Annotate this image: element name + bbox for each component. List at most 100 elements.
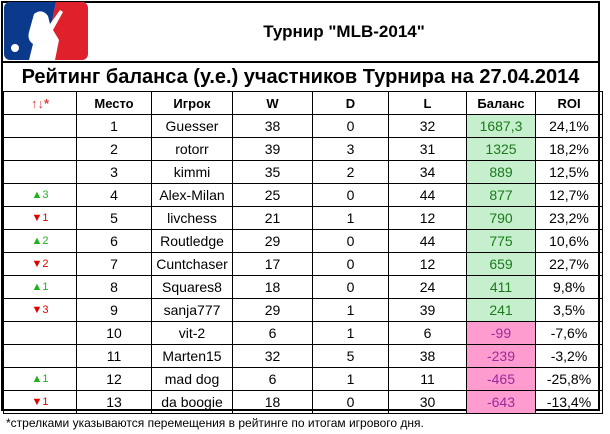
player-cell: mad dog <box>151 367 233 391</box>
roi-cell: -7,6% <box>535 321 603 345</box>
move-indicator: ▲3 <box>3 183 77 207</box>
losses-cell: 24 <box>388 275 467 299</box>
balance-cell: 241 <box>466 298 536 322</box>
place-cell: 1 <box>76 114 152 138</box>
player-cell: sanja777 <box>151 298 233 322</box>
balance-cell: 775 <box>466 229 536 253</box>
balance-cell: -465 <box>466 367 536 391</box>
move-indicator: ▼1 <box>3 390 77 414</box>
losses-cell: 31 <box>388 137 467 161</box>
wins-cell: 6 <box>232 321 313 345</box>
table-row: ▲3 4 Alex-Milan 25 0 44 877 12,7% <box>3 183 603 207</box>
draws-cell: 1 <box>312 367 389 391</box>
table-row: 2 rotorr 39 3 31 1325 18,2% <box>3 137 603 161</box>
balance-cell: 1687,3 <box>466 114 536 138</box>
balance-cell: 1325 <box>466 137 536 161</box>
roi-cell: 9,8% <box>535 275 603 299</box>
draws-cell: 0 <box>312 183 389 207</box>
header-l: L <box>388 91 467 115</box>
losses-cell: 6 <box>388 321 467 345</box>
move-indicator: ▲2 <box>3 229 77 253</box>
roi-cell: 24,1% <box>535 114 603 138</box>
draws-cell: 1 <box>312 206 389 230</box>
rating-subtitle: Рейтинг баланса (у.е.) участников Турнир… <box>21 65 580 88</box>
header-w: W <box>232 91 313 115</box>
draws-cell: 0 <box>312 252 389 276</box>
wins-cell: 18 <box>232 390 313 414</box>
player-cell: kimmi <box>151 160 233 184</box>
draws-cell: 0 <box>312 390 389 414</box>
move-indicator <box>3 321 77 345</box>
wins-cell: 25 <box>232 183 313 207</box>
roi-cell: 10,6% <box>535 229 603 253</box>
header-place: Место <box>76 91 152 115</box>
place-cell: 10 <box>76 321 152 345</box>
page-title: Турнир "MLB-2014" <box>263 22 425 41</box>
table-row: ▲1 12 mad dog 6 1 11 -465 -25,8% <box>3 367 603 391</box>
losses-cell: 44 <box>388 183 467 207</box>
move-indicator: ▼1 <box>3 206 77 230</box>
table-row: ▲1 8 Squares8 18 0 24 411 9,8% <box>3 275 603 299</box>
draws-cell: 0 <box>312 275 389 299</box>
place-cell: 7 <box>76 252 152 276</box>
losses-cell: 12 <box>388 206 467 230</box>
place-cell: 5 <box>76 206 152 230</box>
roi-cell: 12,5% <box>535 160 603 184</box>
draws-cell: 5 <box>312 344 389 368</box>
roi-cell: -13,4% <box>535 390 603 414</box>
losses-cell: 44 <box>388 229 467 253</box>
losses-cell: 38 <box>388 344 467 368</box>
player-cell: Guesser <box>151 114 233 138</box>
balance-cell: -643 <box>466 390 536 414</box>
losses-cell: 39 <box>388 298 467 322</box>
place-cell: 8 <box>76 275 152 299</box>
player-cell: da boogie <box>151 390 233 414</box>
table-row: 3 kimmi 35 2 34 889 12,5% <box>3 160 603 184</box>
player-cell: Squares8 <box>151 275 233 299</box>
table-row: 11 Marten15 32 5 38 -239 -3,2% <box>3 344 603 368</box>
wins-cell: 21 <box>232 206 313 230</box>
table-row: ▼2 7 Cuntchaser 17 0 12 659 22,7% <box>3 252 603 276</box>
table-row: 1 Guesser 38 0 32 1687,3 24,1% <box>3 114 603 138</box>
player-cell: rotorr <box>151 137 233 161</box>
draws-cell: 0 <box>312 229 389 253</box>
wins-cell: 35 <box>232 160 313 184</box>
losses-cell: 32 <box>388 114 467 138</box>
move-indicator <box>3 160 77 184</box>
draws-cell: 1 <box>312 298 389 322</box>
place-cell: 9 <box>76 298 152 322</box>
losses-cell: 11 <box>388 367 467 391</box>
header-d: D <box>312 91 389 115</box>
wins-cell: 18 <box>232 275 313 299</box>
player-cell: vit-2 <box>151 321 233 345</box>
table-row: ▼3 9 sanja777 29 1 39 241 3,5% <box>3 298 603 322</box>
place-cell: 13 <box>76 390 152 414</box>
balance-cell: 889 <box>466 160 536 184</box>
table-row: ▼1 5 livchess 21 1 12 790 23,2% <box>3 206 603 230</box>
balance-cell: 659 <box>466 252 536 276</box>
player-cell: Routledge <box>151 229 233 253</box>
roi-cell: 3,5% <box>535 298 603 322</box>
player-cell: Marten15 <box>151 344 233 368</box>
place-cell: 11 <box>76 344 152 368</box>
divider <box>1 61 600 63</box>
place-cell: 12 <box>76 367 152 391</box>
move-indicator <box>3 344 77 368</box>
mlb-logo <box>4 2 88 60</box>
roi-cell: 23,2% <box>535 206 603 230</box>
table-row: 10 vit-2 6 1 6 -99 -7,6% <box>3 321 603 345</box>
move-indicator <box>3 114 77 138</box>
losses-cell: 30 <box>388 390 467 414</box>
wins-cell: 6 <box>232 367 313 391</box>
roi-cell: -25,8% <box>535 367 603 391</box>
wins-cell: 32 <box>232 344 313 368</box>
header-balance: Баланс <box>466 91 536 115</box>
wins-cell: 39 <box>232 137 313 161</box>
roi-cell: 22,7% <box>535 252 603 276</box>
draws-cell: 2 <box>312 160 389 184</box>
draws-cell: 3 <box>312 137 389 161</box>
header-move: ↑↓* <box>3 91 77 115</box>
place-cell: 2 <box>76 137 152 161</box>
place-cell: 6 <box>76 229 152 253</box>
move-indicator: ▼2 <box>3 252 77 276</box>
